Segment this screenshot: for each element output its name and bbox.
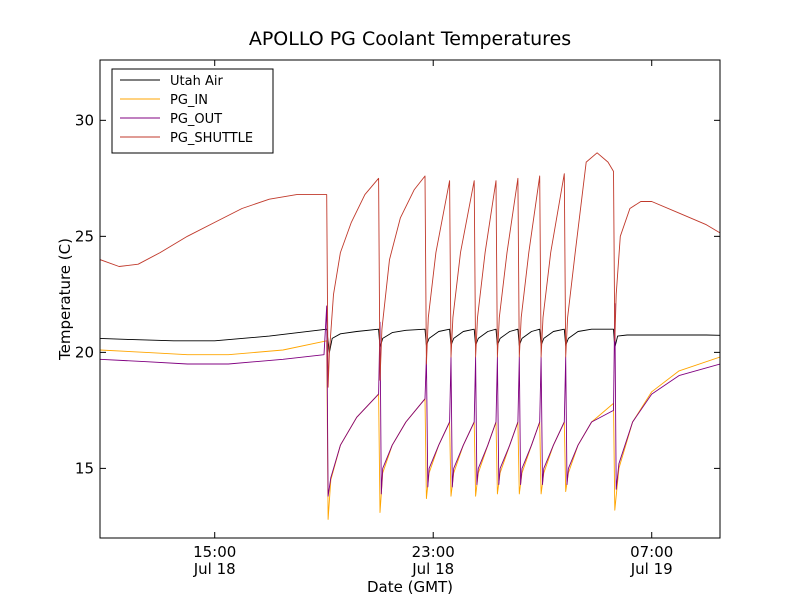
y-axis-label: Temperature (C) [56,238,74,361]
legend-label-pg-in: PG_IN [170,93,208,108]
series-line-pg-out [100,303,720,497]
x-tick-date-label: Jul 18 [193,560,236,578]
x-axis-label: Date (GMT) [367,578,453,596]
legend-label-pg-out: PG_OUT [170,112,222,127]
plot-frame [99,59,721,539]
y-tick-label: 25 [75,227,94,245]
legend-label-pg-shuttle: PG_SHUTTLE [170,131,253,146]
series-layer [100,152,720,520]
series-line-pg-shuttle [100,152,720,388]
chart-title: APOLLO PG Coolant Temperatures [249,28,571,50]
series-line-utah-air [100,328,720,353]
x-tick-time-label: 23:00 [412,543,455,561]
x-tick-time-label: 15:00 [193,543,236,561]
y-tick-label: 15 [75,459,94,477]
x-tick-date-label: Jul 18 [411,560,454,578]
y-tick-label: 20 [75,343,94,361]
legend-label-utah-air: Utah Air [170,74,223,89]
y-tick-label: 30 [75,111,94,129]
x-tick-date-label: Jul 19 [630,560,673,578]
legend-box [111,68,274,154]
legend: Utah Air PG_IN PG_OUT PG_SHUTTLE [111,68,274,154]
x-tick-time-label: 07:00 [630,543,673,561]
